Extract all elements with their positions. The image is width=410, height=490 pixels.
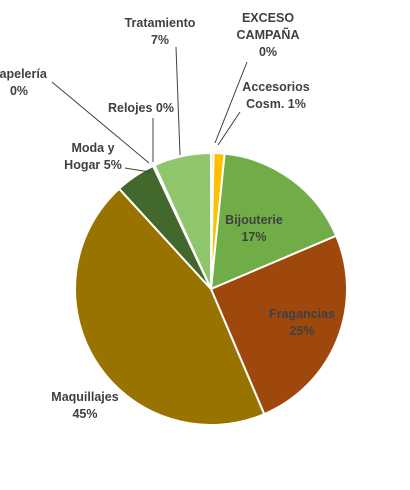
slice-label: Papelería0% — [0, 67, 48, 98]
pie-slice-tratamiento — [153, 151, 212, 290]
pie-slice-fragancias — [209, 234, 348, 416]
leader-lines — [51, 46, 248, 173]
leader-line — [217, 111, 241, 146]
slice-label: Moda y Hogar 5% — [64, 141, 122, 172]
pie-slice-bijouterie — [209, 152, 338, 291]
slice-label: Bijouterie 17% — [225, 213, 283, 244]
slice-label: Fragancias 25% — [269, 307, 335, 338]
leader-line — [214, 61, 248, 144]
slice-label: EXCESO CAMPAÑA 0% — [237, 11, 300, 59]
slice-label: Relojes 0% — [108, 101, 174, 115]
pie-slice-maquillajes — [74, 187, 266, 426]
slice-labels: EXCESO CAMPAÑA 0% Accesorios Cosm. 1% Bijoute… — [0, 11, 335, 421]
leader-line — [51, 81, 150, 164]
leader-line — [124, 167, 151, 173]
pie-slices — [74, 151, 348, 426]
slice-label: Tratamiento 7% — [125, 16, 196, 47]
slice-label: Accesorios Cosm. 1% — [242, 80, 309, 111]
slice-label: Maquillajes 45% — [51, 390, 118, 421]
leader-line — [175, 46, 181, 156]
